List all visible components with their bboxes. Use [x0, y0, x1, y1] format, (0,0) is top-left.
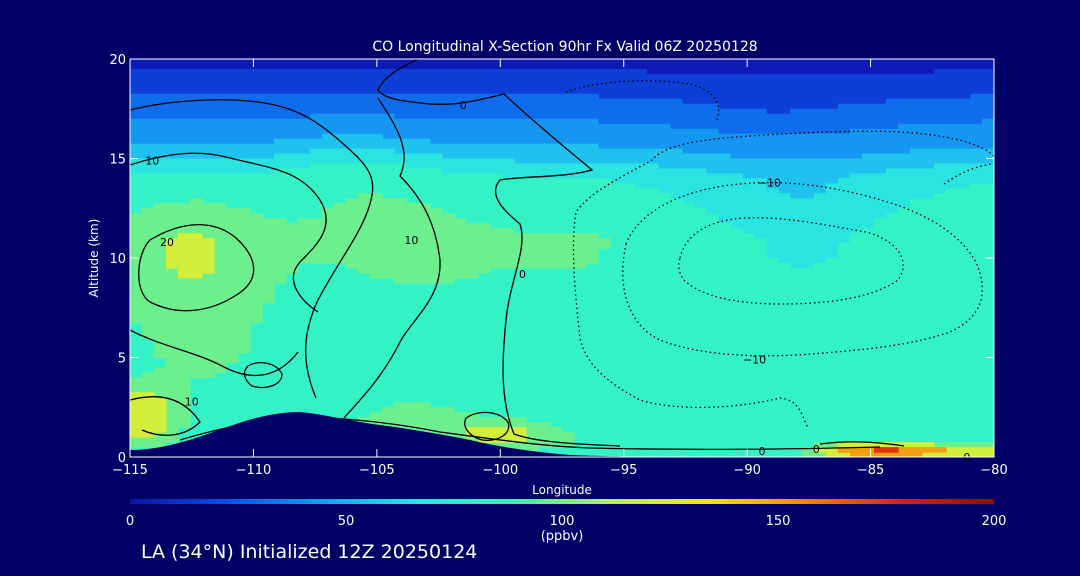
- y-tick-label: 10: [109, 252, 126, 267]
- contour-label: 0: [519, 268, 526, 281]
- contour-label: 0: [460, 99, 467, 112]
- colorbar-ticks: 0 50 100 150 200: [126, 514, 1007, 529]
- field-band-65: [130, 113, 994, 160]
- x-tick-label: −85: [857, 463, 884, 478]
- contour-line: [130, 99, 374, 399]
- contour-line: [377, 59, 621, 447]
- contour-line-dashed: [678, 217, 904, 305]
- contour-line: [130, 396, 201, 436]
- contour-lines: [130, 59, 905, 451]
- y-tick-label: 15: [109, 153, 126, 168]
- y-tick-label: 0: [118, 451, 126, 466]
- y-tick-label: 5: [118, 352, 126, 367]
- colorbar-units: (ppbv): [541, 529, 584, 544]
- x-tick-label: −90: [733, 463, 760, 478]
- field-band-100: [130, 163, 994, 457]
- field-band-90: [130, 148, 994, 269]
- contour-line-dashed: [622, 181, 983, 357]
- x-tick-label: −95: [610, 463, 637, 478]
- colorbar: [130, 499, 994, 504]
- colorbar-tick-label: 200: [982, 514, 1007, 529]
- y-axis-label: Altitude (km): [87, 219, 101, 298]
- x-tick-label: −110: [236, 463, 272, 478]
- contour-line: [243, 362, 283, 389]
- contour-label: 10: [404, 234, 418, 247]
- contour-line: [138, 224, 255, 312]
- field-band-20: [130, 59, 994, 75]
- contour-label: 0: [758, 445, 765, 458]
- contour-line: [464, 411, 510, 441]
- y-tick-label: 20: [109, 53, 126, 68]
- x-tick-label: −105: [359, 463, 395, 478]
- field-band-175: [874, 447, 899, 453]
- concentration-field: [130, 59, 994, 457]
- y-axis: 0 5 10 15 20: [109, 53, 994, 466]
- x-axis: −115 −110 −105 −100 −95 −90 −85 −80: [112, 59, 1008, 478]
- x-tick-label: −80: [980, 463, 1007, 478]
- contour-label: 10: [145, 154, 159, 167]
- colorbar-tick-label: 100: [550, 514, 575, 529]
- field-band-115: [130, 193, 994, 457]
- contour-label: 20: [160, 236, 174, 249]
- x-tick-label: −100: [482, 463, 518, 478]
- contour-label: 0: [813, 443, 820, 456]
- field-band-50: [130, 93, 994, 135]
- chart-title: CO Longitudinal X-Section 90hr Fx Valid …: [372, 39, 757, 55]
- contour-line: [130, 152, 327, 313]
- contour-line: [343, 97, 441, 419]
- x-tick-label: −115: [112, 463, 148, 478]
- contour-label: −10: [758, 176, 781, 189]
- field-band-80: [130, 133, 994, 199]
- colorbar-tick-label: 150: [766, 514, 791, 529]
- contour-line: [130, 329, 299, 377]
- negative-contour-lines: [565, 80, 994, 429]
- contour-line-dashed: [572, 130, 994, 429]
- colorbar-tick-label: 50: [338, 514, 355, 529]
- contour-label: −10: [743, 353, 766, 366]
- colorbar-tick-label: 0: [126, 514, 134, 529]
- terrain-mask: [130, 412, 994, 457]
- x-axis-label: Longitude: [532, 483, 592, 497]
- field-band-35: [130, 69, 994, 115]
- contour-line: [819, 441, 905, 447]
- contour-label: 10: [185, 395, 199, 408]
- contour-line-dashed: [943, 163, 994, 185]
- initialization-caption: LA (34°N) Initialized 12Z 20250124: [141, 541, 478, 563]
